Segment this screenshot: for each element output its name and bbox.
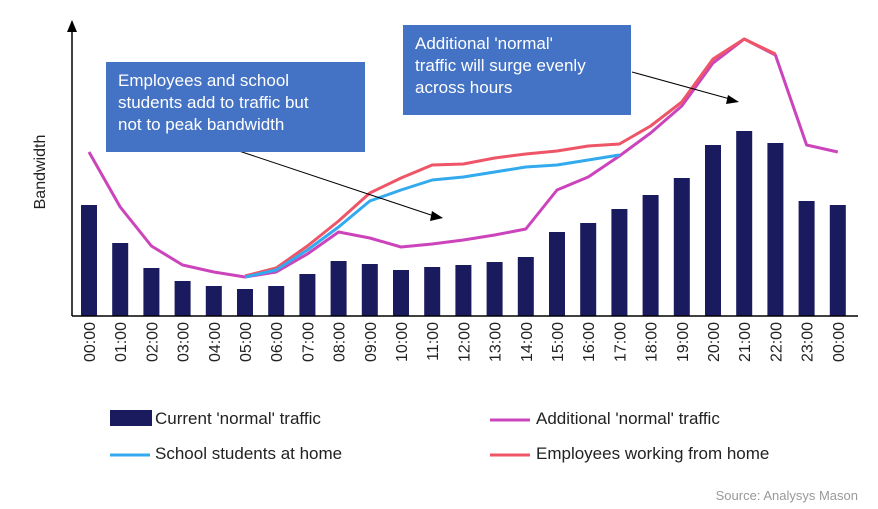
bar-4 [205, 286, 222, 316]
x-tick-label: 23:00 [800, 322, 817, 362]
bar-12 [455, 265, 472, 316]
x-tick-label: 07:00 [300, 322, 317, 362]
bar-14 [517, 257, 534, 316]
x-tick-label: 15:00 [550, 322, 567, 362]
x-tick-label: 17:00 [612, 322, 629, 362]
x-tick-label: 09:00 [363, 322, 380, 362]
axes-group [67, 20, 858, 317]
annotation-left-line3: not to peak bandwidth [118, 115, 285, 134]
annotation-right-line1: Additional 'normal' [415, 34, 553, 53]
bar-17 [611, 209, 628, 316]
legend-swatch-current [110, 410, 152, 426]
annotation-right-arrow [631, 71, 731, 100]
annotation-right-line3: across hours [415, 78, 513, 97]
x-tick-labels: 00:00 01:00 02:00 03:00 04:00 05:00 06:00 07:00… [82, 322, 848, 362]
bar-5 [237, 289, 253, 316]
x-tick-label: 12:00 [456, 322, 473, 362]
series-line-1 [87, 37, 839, 279]
x-tick-label: 14:00 [519, 322, 536, 362]
legend-label-current: Current 'normal' traffic [155, 409, 321, 428]
bars-group [81, 131, 846, 316]
x-tick-label: 18:00 [644, 322, 661, 362]
annotation-right-box: Additional 'normal' traffic will surge e… [403, 25, 631, 115]
x-tick-label: 00:00 [831, 322, 848, 362]
x-tick-label: 13:00 [488, 322, 505, 362]
bar-2 [143, 268, 160, 316]
legend-label-additional: Additional 'normal' traffic [536, 409, 720, 428]
bar-0 [81, 205, 97, 316]
annotation-left-line2: students add to traffic but [118, 93, 309, 112]
bar-19 [673, 178, 690, 316]
x-tick-label: 01:00 [113, 322, 130, 362]
bar-15 [549, 232, 565, 316]
lines-group [87, 37, 839, 279]
x-tick-label: 05:00 [238, 322, 255, 362]
x-tick-label: 00:00 [82, 322, 99, 362]
bar-22 [767, 143, 784, 316]
source-note: Source: Analysys Mason [715, 488, 858, 503]
series-line-2 [244, 153, 620, 279]
bar-1 [112, 243, 129, 316]
x-tick-label: 06:00 [269, 322, 286, 362]
bar-20 [705, 145, 721, 316]
legend-label-students: School students at home [155, 444, 343, 463]
annotation-left-line1: Employees and school [118, 71, 290, 90]
x-tick-label: 20:00 [706, 322, 723, 362]
bar-13 [486, 262, 503, 316]
x-tick-label: 11:00 [425, 322, 442, 361]
bar-16 [580, 223, 597, 316]
annotation-right-arrowhead [726, 95, 739, 104]
annotation-left-arrowhead [430, 211, 443, 221]
x-tick-label: 22:00 [768, 322, 785, 362]
series-line-3 [244, 37, 777, 278]
bar-9 [361, 264, 378, 316]
x-tick-label: 04:00 [207, 322, 224, 362]
bar-11 [424, 267, 441, 316]
x-tick-label: 19:00 [675, 322, 692, 362]
x-tick-label: 02:00 [144, 322, 161, 362]
bar-24 [829, 205, 846, 316]
bar-7 [299, 274, 316, 316]
y-axis-arrow [67, 20, 77, 32]
bar-18 [642, 195, 659, 316]
annotation-left-box: Employees and school students add to tra… [106, 62, 365, 152]
y-axis-label: Bandwidth [32, 135, 49, 210]
bar-6 [268, 286, 285, 316]
bar-10 [393, 270, 409, 316]
x-tick-label: 03:00 [176, 322, 193, 362]
x-tick-label: 21:00 [737, 322, 754, 362]
bar-23 [798, 201, 815, 316]
bar-21 [736, 131, 753, 316]
x-tick-label: 08:00 [332, 322, 349, 362]
legend-label-employees: Employees working from home [536, 444, 770, 463]
annotation-right-line2: traffic will surge evenly [415, 56, 586, 75]
x-tick-label: 10:00 [394, 322, 411, 362]
x-tick-label: 16:00 [581, 322, 598, 362]
bar-8 [330, 261, 347, 316]
annotation-left-arrow [235, 149, 435, 217]
bar-3 [174, 281, 191, 316]
